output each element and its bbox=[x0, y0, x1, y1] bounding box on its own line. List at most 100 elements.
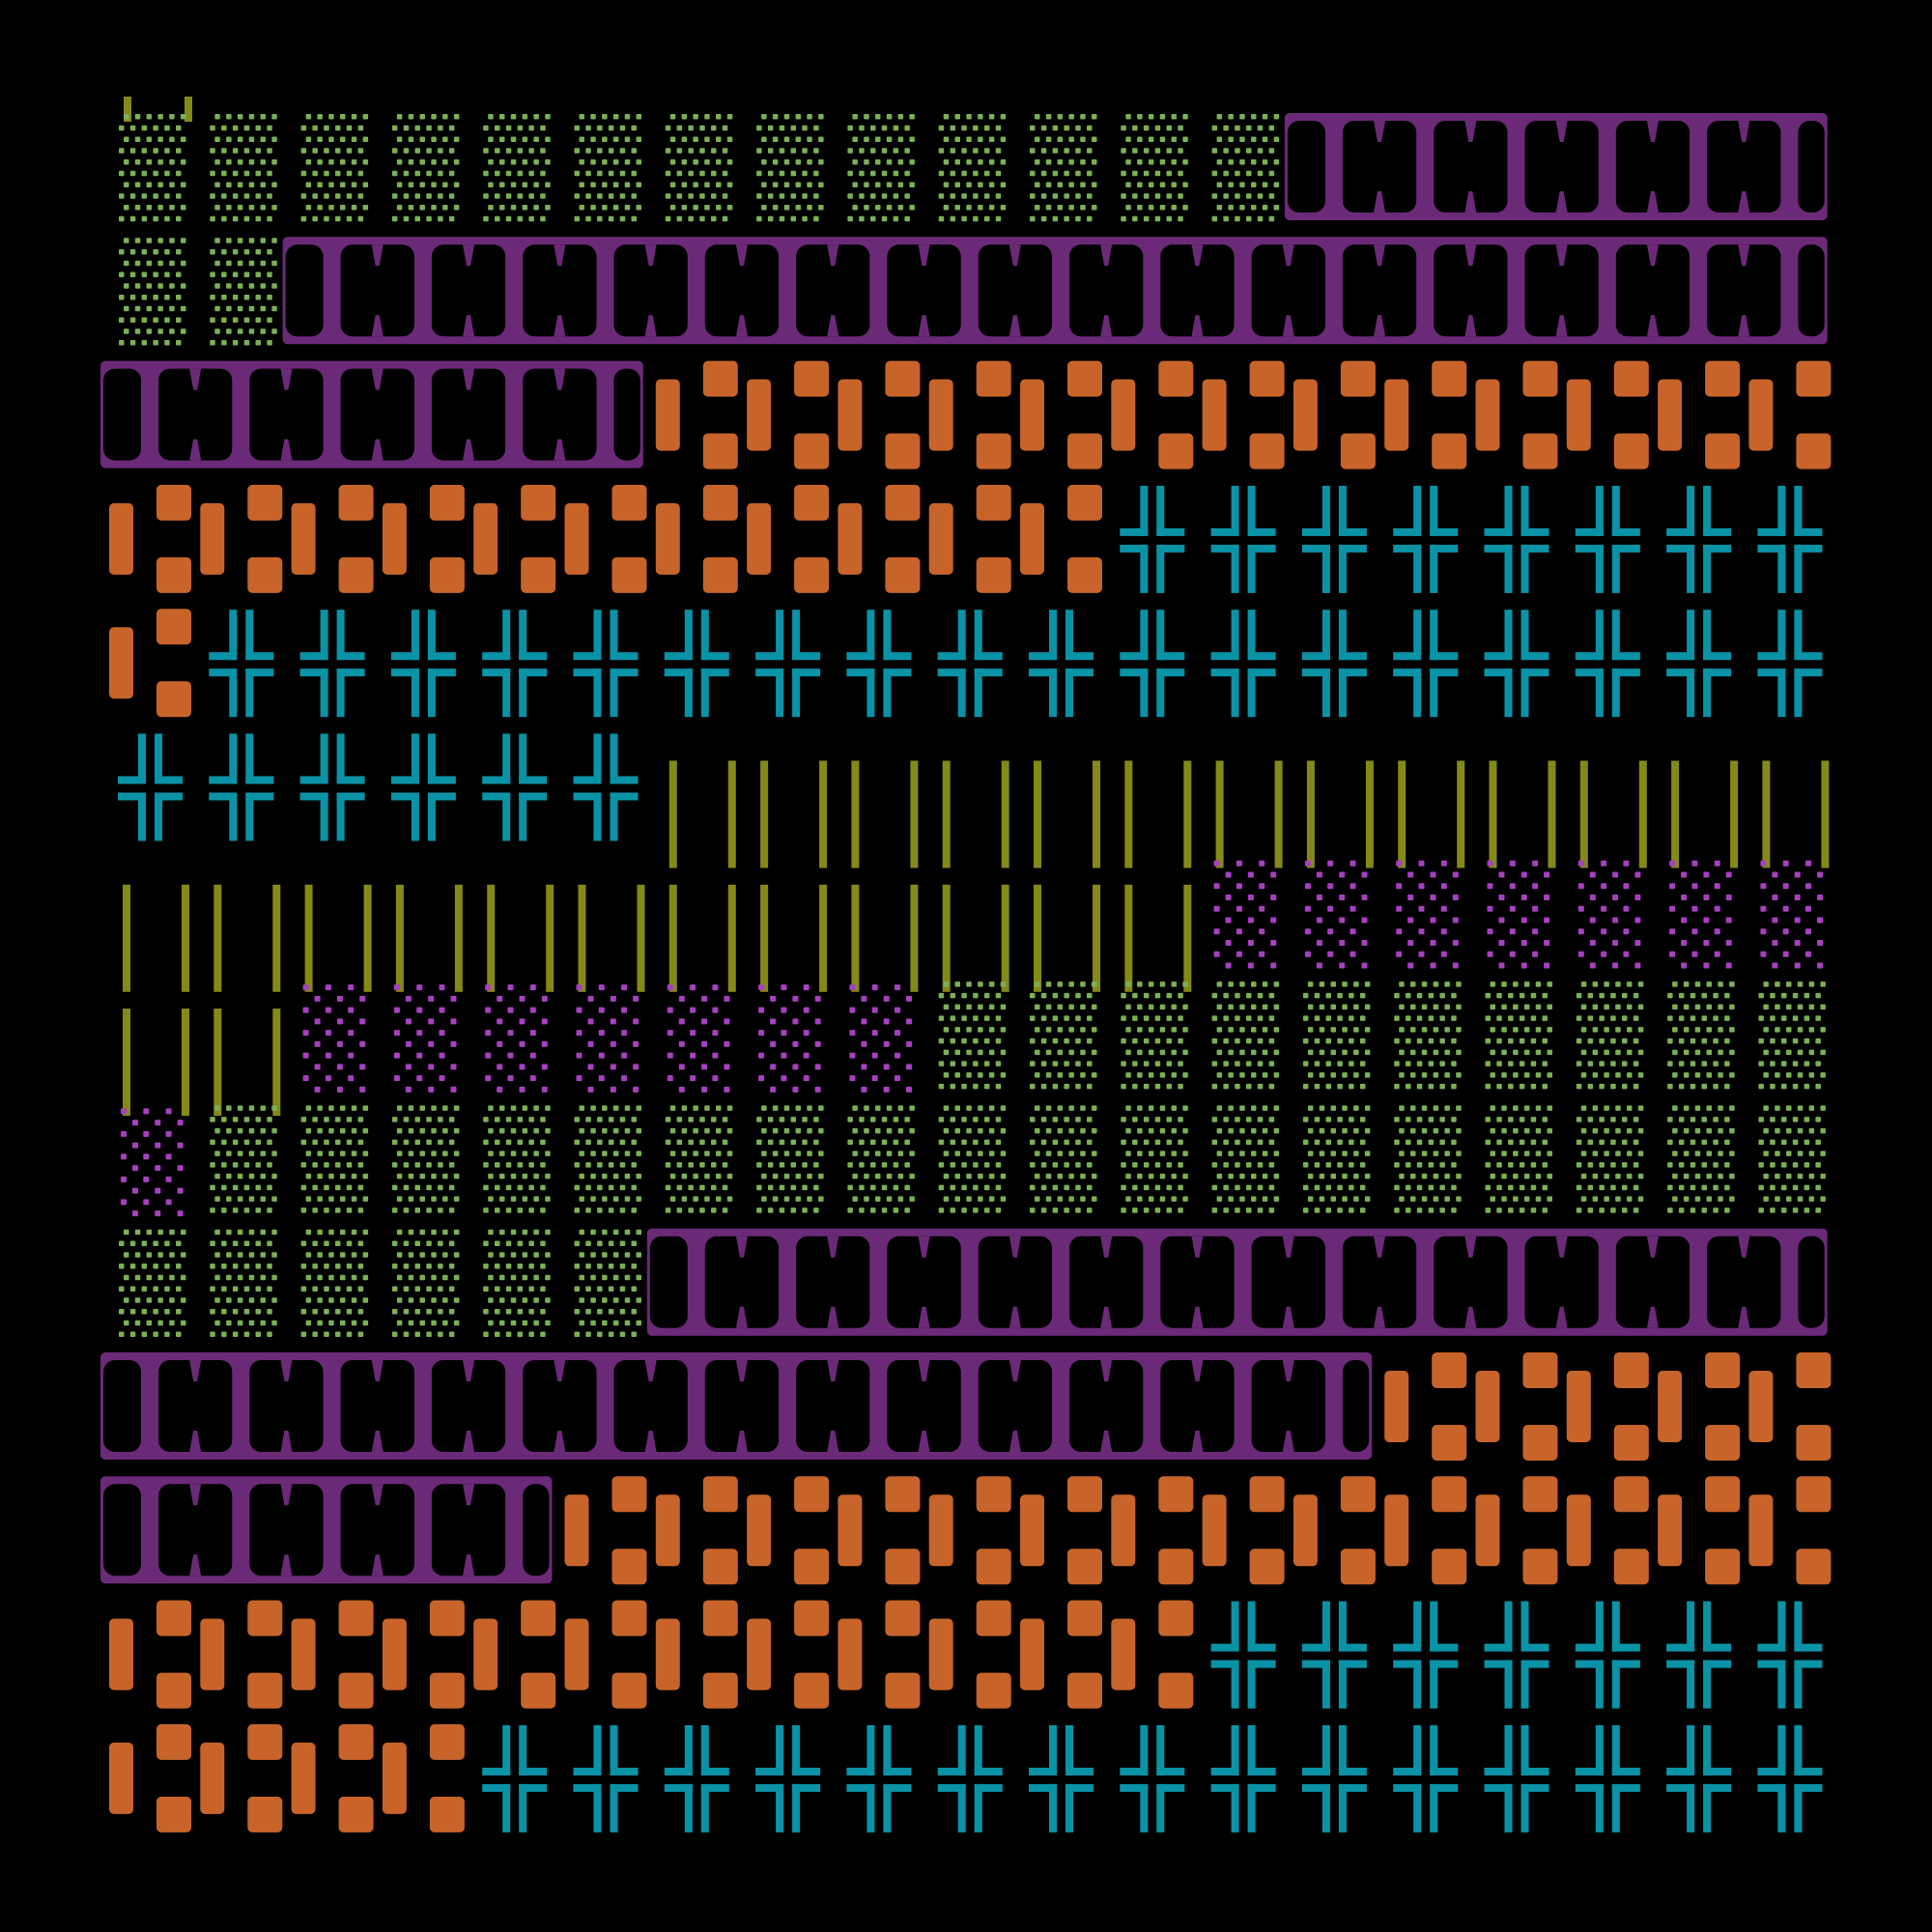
glyph-stroke bbox=[427, 733, 436, 784]
glyph-stroke bbox=[983, 1037, 990, 1044]
glyph-stroke bbox=[1413, 485, 1422, 536]
glyph-stroke bbox=[1535, 1151, 1542, 1156]
glyph-stroke bbox=[528, 1308, 534, 1315]
glyph-stroke bbox=[608, 170, 614, 177]
glyph-stroke bbox=[1815, 1139, 1821, 1146]
glyph-stroke bbox=[1416, 1162, 1423, 1168]
glyph-stroke bbox=[510, 114, 517, 120]
glyph-stroke bbox=[1714, 860, 1720, 867]
glyph-stroke bbox=[792, 610, 801, 661]
glyph-stroke bbox=[619, 170, 626, 177]
glyph-stroke bbox=[340, 244, 414, 337]
glyph-stroke bbox=[325, 984, 331, 991]
glyph-stroke bbox=[867, 1724, 875, 1776]
glyph-stroke bbox=[357, 1162, 364, 1168]
glyph-stroke bbox=[1508, 1037, 1514, 1044]
glyph-stroke bbox=[1327, 905, 1334, 912]
glyph-stroke bbox=[505, 1184, 512, 1191]
glyph-stroke bbox=[255, 1208, 261, 1213]
glyph-stroke bbox=[1000, 1004, 1007, 1010]
glyph-stroke bbox=[1137, 1127, 1143, 1134]
glyph-stroke bbox=[758, 984, 765, 991]
glyph-stroke bbox=[1125, 1127, 1131, 1134]
glyph-stroke bbox=[176, 249, 182, 255]
glyph-stroke bbox=[1595, 1783, 1604, 1833]
glyph-stroke bbox=[619, 1308, 626, 1315]
glyph-stroke bbox=[1080, 1196, 1086, 1202]
glyph-stroke bbox=[881, 1208, 888, 1213]
glyph-stroke bbox=[1820, 981, 1826, 987]
glyph-cell-olive-lines bbox=[760, 884, 828, 992]
glyph-stroke bbox=[414, 1117, 420, 1122]
glyph-stroke bbox=[1040, 1208, 1047, 1213]
glyph-stroke bbox=[636, 1196, 641, 1202]
glyph-stroke bbox=[267, 1240, 272, 1246]
glyph-stroke bbox=[177, 1120, 184, 1126]
serif-notch bbox=[1374, 244, 1386, 267]
glyph-stroke bbox=[1757, 652, 1786, 661]
serif-notch bbox=[1191, 1431, 1204, 1452]
glyph-stroke bbox=[1683, 1072, 1690, 1078]
glyph-stroke bbox=[1611, 1724, 1620, 1776]
glyph-stroke bbox=[210, 193, 215, 199]
glyph-stroke bbox=[1690, 1015, 1696, 1021]
glyph-stroke bbox=[961, 1015, 967, 1021]
glyph-stroke bbox=[1508, 1139, 1514, 1146]
glyph-stroke bbox=[624, 1196, 631, 1202]
glyph-stroke bbox=[243, 340, 250, 346]
glyph-stroke bbox=[497, 1064, 503, 1070]
glyph-stroke bbox=[1030, 1061, 1036, 1066]
glyph-stroke bbox=[1535, 1173, 1542, 1179]
glyph-stroke bbox=[146, 283, 153, 289]
glyph-stroke bbox=[957, 1783, 966, 1833]
glyph-stroke bbox=[818, 1127, 824, 1134]
glyph-stroke bbox=[1523, 1196, 1530, 1202]
glyph-stroke bbox=[1706, 1027, 1712, 1033]
glyph-stroke bbox=[248, 159, 255, 165]
glyph-stroke bbox=[954, 1027, 960, 1033]
glyph-stroke bbox=[702, 1600, 738, 1636]
glyph-stroke bbox=[1178, 1061, 1183, 1066]
glyph-stroke bbox=[973, 1139, 979, 1146]
glyph-stroke bbox=[1622, 1208, 1628, 1213]
glyph-stroke bbox=[1671, 760, 1680, 868]
glyph-stroke bbox=[795, 1151, 801, 1156]
glyph-stroke bbox=[1484, 1783, 1513, 1792]
glyph-stroke bbox=[129, 1240, 136, 1246]
glyph-stroke bbox=[505, 1208, 512, 1213]
glyph-stroke bbox=[585, 193, 591, 199]
glyph-stroke bbox=[1349, 1061, 1354, 1066]
glyph-stroke bbox=[540, 125, 546, 131]
glyph-stroke bbox=[255, 1139, 261, 1146]
glyph-stroke bbox=[1178, 1139, 1183, 1146]
glyph-stroke bbox=[1092, 136, 1097, 142]
serif-notch bbox=[280, 1431, 293, 1452]
glyph-stroke bbox=[1182, 159, 1188, 165]
glyph-stroke bbox=[590, 1274, 596, 1281]
glyph-stroke bbox=[1223, 1162, 1229, 1168]
glyph-stroke bbox=[585, 1263, 591, 1269]
glyph-stroke bbox=[1338, 1660, 1367, 1668]
glyph-stroke bbox=[109, 1618, 133, 1690]
glyph-stroke bbox=[1703, 668, 1712, 718]
glyph-stroke bbox=[1251, 1027, 1257, 1033]
glyph-stroke bbox=[1030, 992, 1036, 999]
glyph-stroke bbox=[1045, 1004, 1052, 1010]
glyph-stroke bbox=[1815, 1117, 1821, 1122]
glyph-stroke bbox=[1421, 1151, 1428, 1156]
glyph-stroke bbox=[966, 981, 972, 987]
glyph-stroke bbox=[1724, 1037, 1730, 1044]
glyph-stroke bbox=[448, 148, 455, 154]
glyph-stroke bbox=[505, 1331, 512, 1337]
glyph-stroke bbox=[886, 114, 893, 120]
glyph-stroke bbox=[1223, 1208, 1229, 1213]
glyph-stroke bbox=[1030, 125, 1036, 131]
glyph-cell-orange-blocks bbox=[838, 1600, 921, 1709]
glyph-stroke bbox=[1421, 1105, 1428, 1111]
glyph-stroke bbox=[1321, 1601, 1330, 1652]
glyph-stroke bbox=[1523, 981, 1530, 987]
glyph-stroke bbox=[1599, 1061, 1605, 1066]
glyph-stroke bbox=[453, 114, 460, 120]
glyph-stroke bbox=[271, 205, 277, 211]
glyph-stroke bbox=[1236, 928, 1242, 935]
